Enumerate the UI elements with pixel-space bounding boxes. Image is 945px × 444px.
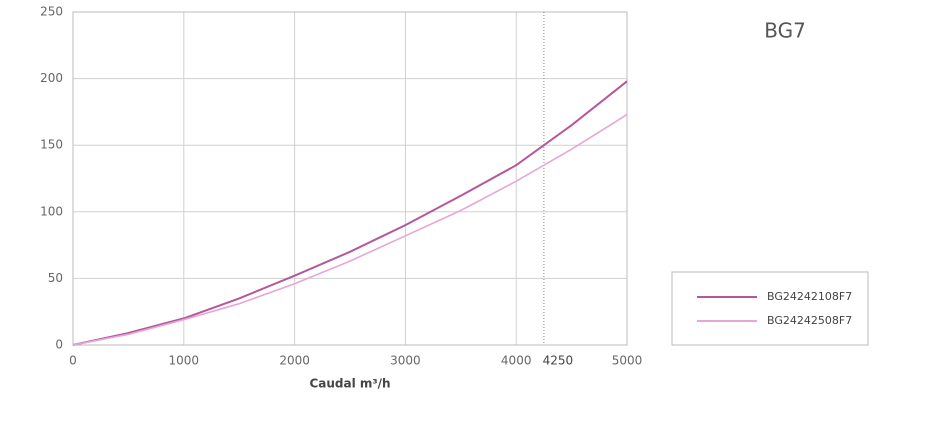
plot-border xyxy=(72,11,628,346)
reference-label: 4250 xyxy=(543,354,574,368)
y-tick-label: 150 xyxy=(40,138,63,152)
series-line xyxy=(72,80,628,346)
x-tick-label: 3000 xyxy=(390,354,421,368)
legend-box xyxy=(671,271,869,346)
x-tick-label: 1000 xyxy=(169,354,200,368)
series-line xyxy=(72,113,628,346)
x-tick-label: 2000 xyxy=(279,354,310,368)
legend-label: BG24242108F7 xyxy=(767,290,852,303)
x-tick-label: 5000 xyxy=(612,354,643,368)
y-tick-label: 100 xyxy=(40,204,63,218)
y-tick-label: 250 xyxy=(40,5,63,19)
legend-label: BG24242508F7 xyxy=(767,314,852,327)
y-tick-label: 0 xyxy=(55,338,63,352)
x-axis-label: Caudal m³/h xyxy=(309,377,390,391)
y-tick-label: 200 xyxy=(40,71,63,85)
x-tick-label: 0 xyxy=(69,354,77,368)
x-tick-label: 4000 xyxy=(501,354,532,368)
chart-label: BG7 xyxy=(764,19,806,43)
y-tick-label: 50 xyxy=(48,271,63,285)
